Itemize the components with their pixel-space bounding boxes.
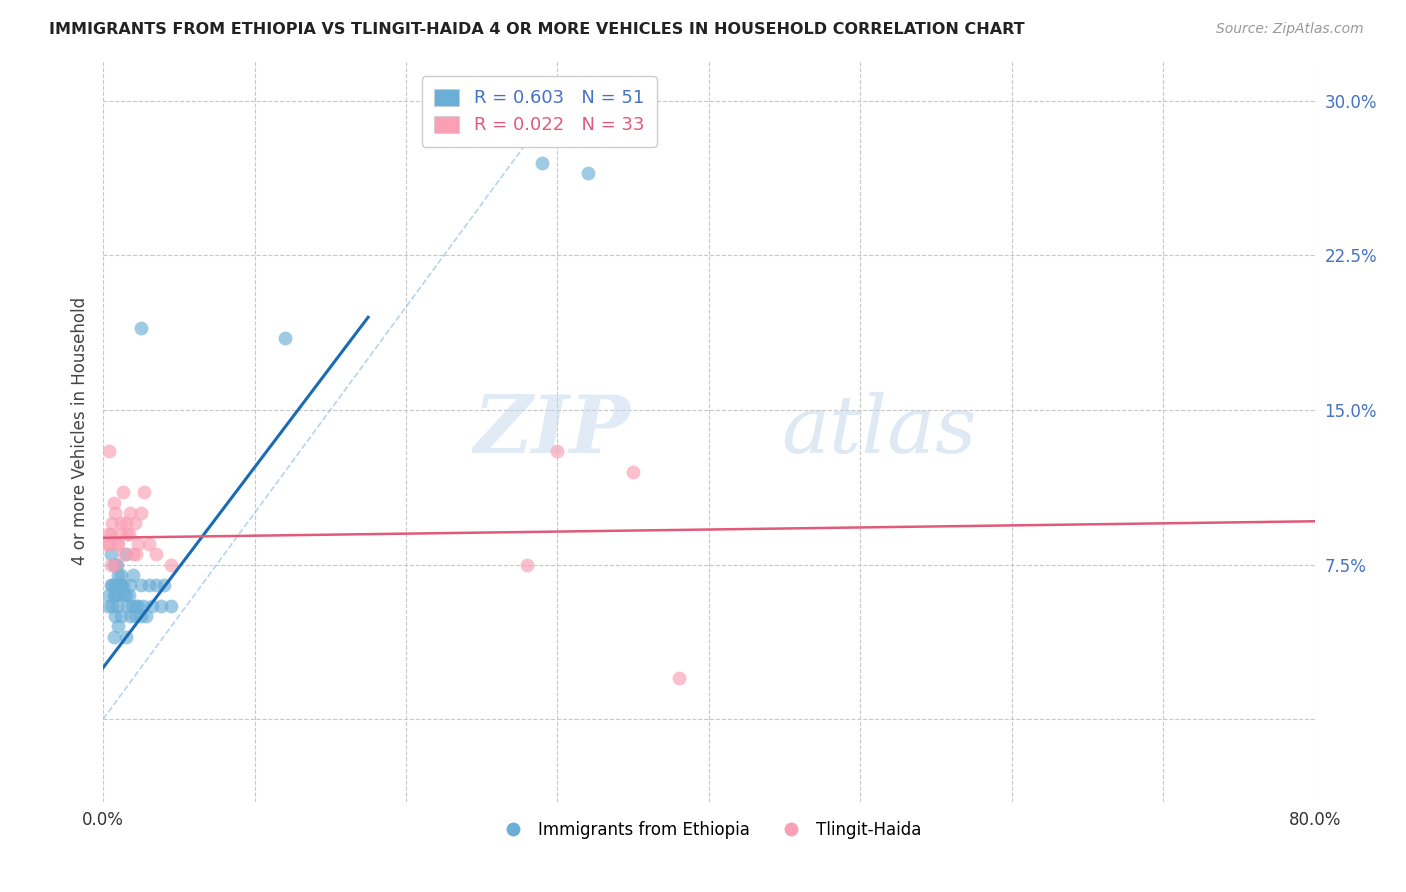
Point	[101, 599, 124, 613]
Point	[107, 589, 129, 603]
Point	[115, 516, 138, 531]
Point	[160, 599, 183, 613]
Point	[105, 599, 128, 613]
Point	[98, 537, 121, 551]
Point	[104, 609, 127, 624]
Point	[149, 599, 172, 613]
Point	[621, 465, 644, 479]
Point	[141, 599, 163, 613]
Point	[111, 578, 134, 592]
Point	[138, 537, 160, 551]
Point	[120, 578, 142, 592]
Point	[104, 506, 127, 520]
Point	[107, 537, 129, 551]
Point	[112, 547, 135, 561]
Point	[122, 547, 145, 561]
Point	[115, 547, 138, 561]
Point	[108, 578, 131, 592]
Point	[103, 496, 125, 510]
Point	[124, 516, 146, 531]
Point	[97, 599, 120, 613]
Point	[98, 444, 121, 458]
Point	[576, 166, 599, 180]
Point	[129, 609, 152, 624]
Point	[129, 506, 152, 520]
Point	[100, 547, 122, 561]
Text: IMMIGRANTS FROM ETHIOPIA VS TLINGIT-HAIDA 4 OR MORE VEHICLES IN HOUSEHOLD CORREL: IMMIGRANTS FROM ETHIOPIA VS TLINGIT-HAID…	[49, 22, 1025, 37]
Point	[118, 526, 141, 541]
Text: Source: ZipAtlas.com: Source: ZipAtlas.com	[1216, 22, 1364, 37]
Point	[516, 558, 538, 572]
Point	[105, 558, 128, 572]
Point	[125, 599, 148, 613]
Point	[103, 630, 125, 644]
Point	[138, 578, 160, 592]
Point	[107, 567, 129, 582]
Point	[110, 578, 132, 592]
Point	[117, 526, 139, 541]
Point	[121, 599, 143, 613]
Point	[104, 558, 127, 572]
Point	[131, 599, 153, 613]
Point	[100, 526, 122, 541]
Point	[160, 558, 183, 572]
Point	[125, 547, 148, 561]
Point	[104, 589, 127, 603]
Point	[120, 506, 142, 520]
Point	[531, 155, 554, 169]
Y-axis label: 4 or more Vehicles in Household: 4 or more Vehicles in Household	[72, 296, 89, 565]
Point	[104, 558, 127, 572]
Point	[129, 320, 152, 334]
Point	[101, 516, 124, 531]
Point	[152, 578, 174, 592]
Point	[132, 485, 155, 500]
Point	[135, 609, 157, 624]
Point	[124, 609, 146, 624]
Point	[96, 537, 118, 551]
Point	[117, 599, 139, 613]
Point	[118, 589, 141, 603]
Point	[110, 609, 132, 624]
Legend: Immigrants from Ethiopia, Tlingit-Haida: Immigrants from Ethiopia, Tlingit-Haida	[489, 814, 928, 846]
Point	[115, 589, 138, 603]
Point	[112, 589, 135, 603]
Point	[145, 578, 167, 592]
Point	[107, 619, 129, 633]
Point	[101, 578, 124, 592]
Point	[111, 485, 134, 500]
Text: atlas: atlas	[782, 392, 977, 469]
Point	[274, 331, 297, 345]
Point	[108, 526, 131, 541]
Point	[105, 578, 128, 592]
Point	[546, 444, 568, 458]
Point	[98, 589, 121, 603]
Point	[100, 558, 122, 572]
Point	[127, 599, 149, 613]
Point	[668, 671, 690, 685]
Point	[120, 609, 142, 624]
Point	[104, 578, 127, 592]
Point	[103, 558, 125, 572]
Text: ZIP: ZIP	[474, 392, 630, 469]
Point	[97, 526, 120, 541]
Point	[129, 578, 152, 592]
Point	[105, 537, 128, 551]
Point	[103, 589, 125, 603]
Point	[115, 630, 138, 644]
Point	[127, 537, 149, 551]
Point	[100, 578, 122, 592]
Point	[110, 516, 132, 531]
Point	[145, 547, 167, 561]
Point	[122, 567, 145, 582]
Point	[110, 567, 132, 582]
